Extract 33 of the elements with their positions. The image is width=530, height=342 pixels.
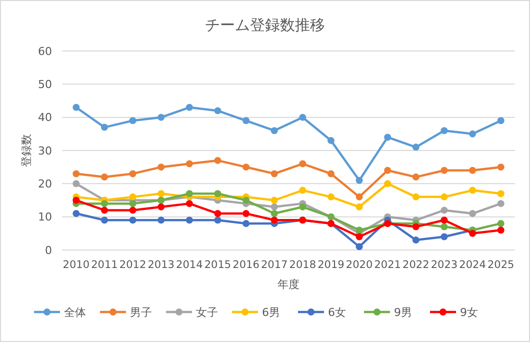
x-tick-label: 2014 bbox=[176, 259, 204, 271]
y-tick-label: 20 bbox=[38, 178, 52, 191]
x-tick-label: 2023 bbox=[430, 259, 458, 271]
x-tick-label: 2021 bbox=[374, 259, 401, 271]
x-tick-label: 2018 bbox=[289, 259, 316, 271]
legend-label: 6女 bbox=[328, 306, 346, 319]
y-tick-label: 0 bbox=[45, 244, 52, 257]
x-tick-label: 2015 bbox=[204, 259, 232, 271]
y-tick-label: 50 bbox=[38, 78, 52, 92]
legend-label: 9女 bbox=[460, 306, 478, 319]
y-tick-label: 40 bbox=[38, 111, 52, 124]
x-tick-label: 2019 bbox=[318, 259, 344, 271]
x-tick-label: 2012 bbox=[119, 259, 146, 271]
legend-label: 男子 bbox=[130, 306, 152, 319]
x-axis-title: 年度 bbox=[278, 278, 300, 291]
x-tick-label: 2024 bbox=[459, 259, 486, 271]
y-tick-label: 30 bbox=[38, 144, 52, 158]
x-tick-label: 2011 bbox=[91, 259, 118, 271]
x-tick-label: 2025 bbox=[487, 259, 514, 271]
x-tick-label: 2010 bbox=[62, 259, 90, 271]
legend-label: 全体 bbox=[64, 306, 86, 319]
chart-title: チーム登録数推移 bbox=[205, 16, 325, 34]
y-axis-title: 登録数 bbox=[20, 134, 33, 167]
x-tick-label: 2016 bbox=[232, 259, 260, 271]
legend-label: 女子 bbox=[196, 306, 218, 319]
x-tick-label: 2022 bbox=[402, 259, 430, 271]
x-tick-label: 2020 bbox=[346, 259, 373, 271]
y-tick-label: 10 bbox=[38, 210, 52, 224]
y-tick-label: 60 bbox=[38, 44, 52, 58]
x-tick-label: 2017 bbox=[260, 259, 288, 271]
x-tick-label: 2013 bbox=[148, 259, 174, 271]
legend-label: 9男 bbox=[394, 306, 412, 319]
legend-label: 6男 bbox=[262, 306, 280, 319]
